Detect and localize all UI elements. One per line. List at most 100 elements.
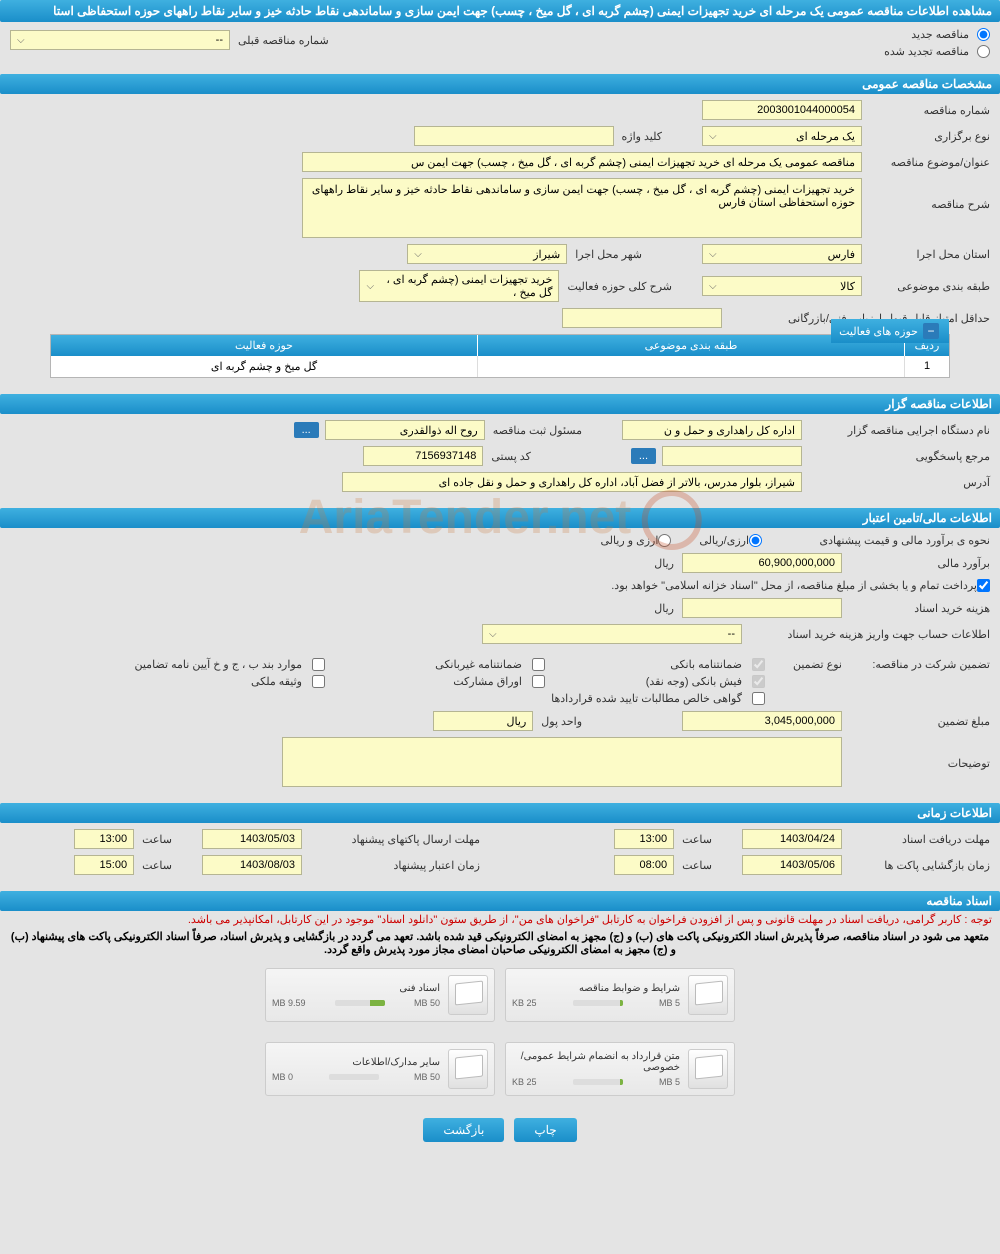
open-time-label: ساعت bbox=[682, 859, 712, 872]
chevron-down-icon: ⌵ bbox=[709, 281, 717, 292]
section-general: مشخصات مناقصه عمومی bbox=[0, 74, 1000, 94]
collapse-icon[interactable]: − bbox=[923, 323, 939, 339]
receive-label: مهلت دریافت اسناد bbox=[850, 833, 990, 846]
guarantee-amount-field: 3,045,000,000 bbox=[682, 711, 842, 731]
g4-check[interactable] bbox=[752, 675, 765, 688]
td-category bbox=[477, 356, 904, 377]
category-select[interactable]: کالا ⌵ bbox=[702, 276, 862, 296]
submit-time-label: ساعت bbox=[142, 833, 172, 846]
number-field: 2003001044000054 bbox=[702, 100, 862, 120]
folder-icon bbox=[448, 1049, 488, 1089]
currency-option: ارزی و ریالی bbox=[600, 534, 658, 547]
address-label: آدرس bbox=[810, 476, 990, 489]
g6-check[interactable] bbox=[312, 675, 325, 688]
file-limit: 5 MB bbox=[659, 998, 680, 1008]
doc-cost-field[interactable] bbox=[682, 598, 842, 618]
doc-cost-label: هزینه خرید اسناد bbox=[850, 602, 990, 615]
section-documents: اسناد مناقصه bbox=[0, 891, 1000, 911]
chevron-down-icon: ⌵ bbox=[17, 35, 25, 46]
file-size: 25 KB bbox=[512, 998, 537, 1008]
open-label: زمان بازگشایی پاکت ها bbox=[850, 859, 990, 872]
section-financial: اطلاعات مالی/تامین اعتبار bbox=[0, 508, 1000, 528]
file-size: 0 MB bbox=[272, 1072, 293, 1082]
file-box[interactable]: متن قرارداد به انضمام شرایط عمومی/خصوصی … bbox=[505, 1042, 735, 1096]
chevron-down-icon: ⌵ bbox=[366, 281, 374, 292]
responder-lookup-button[interactable]: ... bbox=[631, 448, 656, 464]
riyal-option: ارزی/ریالی bbox=[699, 534, 749, 547]
title-label: عنوان/موضوع مناقصه bbox=[870, 156, 990, 169]
postal-field: 7156937148 bbox=[363, 446, 483, 466]
account-label: اطلاعات حساب جهت واریز هزینه خرید اسناد bbox=[750, 628, 990, 641]
riyal-unit: ریال bbox=[654, 557, 674, 570]
desc-label: شرح مناقصه bbox=[870, 178, 990, 211]
file-limit: 5 MB bbox=[659, 1077, 680, 1087]
estimate-label: برآورد مالی bbox=[850, 557, 990, 570]
file-box[interactable]: شرایط و ضوابط مناقصه 5 MB 25 KB bbox=[505, 968, 735, 1022]
folder-icon bbox=[688, 975, 728, 1015]
open-time: 08:00 bbox=[614, 855, 674, 875]
g7-check[interactable] bbox=[752, 692, 765, 705]
notes-field[interactable] bbox=[282, 737, 842, 787]
tender-new-radio[interactable] bbox=[977, 28, 990, 41]
validity-time: 15:00 bbox=[74, 855, 134, 875]
activity-table: ردیف طبقه بندی موضوعی حوزه فعالیت − حوزه… bbox=[50, 334, 950, 378]
file-title: سایر مدارک/اطلاعات bbox=[272, 1057, 440, 1068]
file-progress bbox=[573, 1000, 623, 1006]
prev-number-select[interactable]: -- ⌵ bbox=[10, 30, 230, 50]
province-label: استان محل اجرا bbox=[870, 248, 990, 261]
receive-date: 1403/04/24 bbox=[742, 829, 842, 849]
title-field[interactable]: مناقصه عمومی یک مرحله ای خرید تجهیزات ای… bbox=[302, 152, 862, 172]
estimate-type-label: نحوه ی برآورد مالی و قیمت پیشنهادی bbox=[770, 534, 990, 547]
responder-field[interactable] bbox=[662, 446, 802, 466]
activity-scope-select[interactable]: خرید تجهیزات ایمنی (چشم گربه ای ، گل میخ… bbox=[359, 270, 559, 302]
tender-renewed-label: مناقصه تجدید شده bbox=[884, 45, 969, 58]
file-box[interactable]: اسناد فنی 50 MB 9.59 MB bbox=[265, 968, 495, 1022]
chevron-down-icon: ⌵ bbox=[709, 131, 717, 142]
print-button[interactable]: چاپ bbox=[514, 1118, 576, 1142]
g1-check[interactable] bbox=[752, 658, 765, 671]
riyal-radio[interactable] bbox=[749, 534, 762, 547]
org-label: نام دستگاه اجرایی مناقصه گزار bbox=[810, 424, 990, 437]
riyal-unit2: ریال bbox=[654, 602, 674, 615]
g3-label: موارد بند ب ، ج و خ آیین نامه تضامین bbox=[134, 658, 301, 671]
back-button[interactable]: بازگشت bbox=[423, 1118, 504, 1142]
g7-label: گواهی خالص مطالبات تایید شده قراردادها bbox=[551, 692, 742, 705]
th-activity: حوزه فعالیت bbox=[51, 335, 477, 356]
category-label: طبقه بندی موضوعی bbox=[870, 280, 990, 293]
payment-note: پرداخت تمام و یا بخشی از مبلغ مناقصه، از… bbox=[611, 579, 977, 592]
type-select[interactable]: یک مرحله ای ⌵ bbox=[702, 126, 862, 146]
account-select[interactable]: -- ⌵ bbox=[482, 624, 742, 644]
g2-label: ضمانتنامه غیربانکی bbox=[435, 658, 522, 671]
keyword-field[interactable] bbox=[414, 126, 614, 146]
file-box[interactable]: سایر مدارک/اطلاعات 50 MB 0 MB bbox=[265, 1042, 495, 1096]
currency-radio[interactable] bbox=[658, 534, 671, 547]
registrar-lookup-button[interactable]: ... bbox=[294, 422, 319, 438]
receive-time-label: ساعت bbox=[682, 833, 712, 846]
submit-label: مهلت ارسال پاکتهای پیشنهاد bbox=[310, 833, 480, 846]
activity-table-title: حوزه های فعالیت bbox=[839, 326, 918, 338]
validity-date: 1403/08/03 bbox=[202, 855, 302, 875]
city-select[interactable]: شیراز ⌵ bbox=[407, 244, 567, 264]
chevron-down-icon: ⌵ bbox=[414, 249, 422, 260]
registrar-field: روح اله ذوالقدری bbox=[325, 420, 485, 440]
submit-time: 13:00 bbox=[74, 829, 134, 849]
open-date: 1403/05/06 bbox=[742, 855, 842, 875]
payment-check[interactable] bbox=[977, 579, 990, 592]
receive-time: 13:00 bbox=[614, 829, 674, 849]
min-score-field[interactable] bbox=[562, 308, 722, 328]
chevron-down-icon: ⌵ bbox=[489, 629, 497, 640]
g3-check[interactable] bbox=[312, 658, 325, 671]
file-progress bbox=[329, 1074, 379, 1080]
page-title: مشاهده اطلاعات مناقصه عمومی یک مرحله ای … bbox=[0, 0, 1000, 22]
g5-check[interactable] bbox=[532, 675, 545, 688]
guarantee-label: تضمین شرکت در مناقصه: bbox=[850, 658, 990, 671]
g2-check[interactable] bbox=[532, 658, 545, 671]
desc-field[interactable]: خرید تجهیزات ایمنی (چشم گربه ای ، گل میخ… bbox=[302, 178, 862, 238]
td-activity: گل میخ و چشم گربه ای bbox=[51, 356, 477, 377]
file-title: شرایط و ضوابط مناقصه bbox=[512, 983, 680, 994]
file-size: 25 KB bbox=[512, 1077, 537, 1087]
file-title: اسناد فنی bbox=[272, 983, 440, 994]
submit-date: 1403/05/03 bbox=[202, 829, 302, 849]
province-select[interactable]: فارس ⌵ bbox=[702, 244, 862, 264]
tender-renewed-radio[interactable] bbox=[977, 45, 990, 58]
